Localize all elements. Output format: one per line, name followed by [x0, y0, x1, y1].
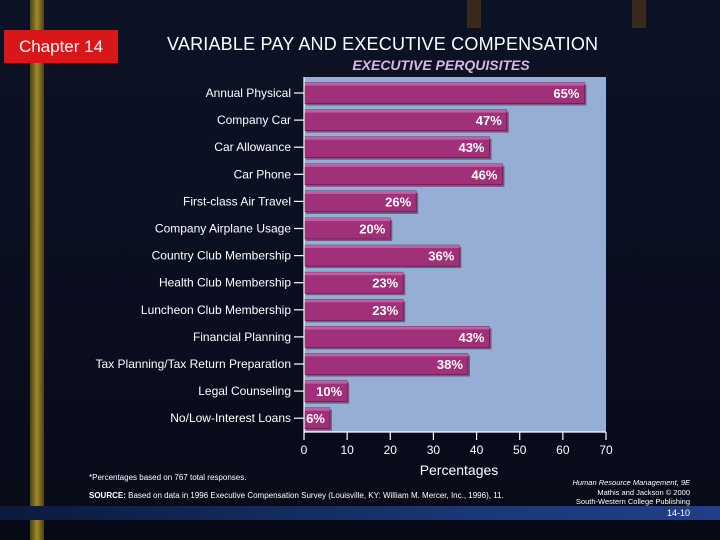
bar-highlight	[304, 326, 490, 330]
bar-highlight	[304, 272, 404, 276]
x-axis-label: Percentages	[420, 462, 499, 478]
x-tick-label: 70	[599, 443, 613, 457]
chart-source: SOURCE: Based on data in 1996 Executive …	[89, 491, 504, 500]
publisher-credit: Human Resource Management, 9E Mathis and…	[470, 478, 690, 507]
bar-highlight	[304, 82, 585, 86]
category-label: Luncheon Club Membership	[141, 303, 291, 317]
decorative-block	[632, 0, 646, 28]
decorative-stripe	[30, 0, 44, 540]
chart-footnote: *Percentages based on 767 total response…	[89, 473, 246, 482]
data-label: 43%	[458, 330, 484, 345]
category-label: First-class Air Travel	[183, 194, 291, 208]
bar-highlight	[304, 299, 404, 303]
x-tick-label: 30	[427, 443, 441, 457]
bar	[303, 82, 585, 104]
bar-highlight	[304, 163, 503, 167]
category-label: Tax Planning/Tax Return Preparation	[96, 357, 291, 371]
category-label: No/Low-Interest Loans	[170, 411, 291, 425]
bar-highlight	[304, 218, 391, 221]
data-label: 43%	[458, 140, 484, 155]
bar-highlight	[304, 190, 417, 194]
data-label: 10%	[316, 384, 342, 399]
credit-authors: Mathis and Jackson © 2000	[597, 487, 690, 497]
chapter-badge: Chapter 14	[4, 30, 118, 63]
data-label: 65%	[553, 86, 579, 101]
chart-title: EXECUTIVE PERQUISITES	[352, 57, 530, 73]
credit-book-title: Human Resource Management, 9E	[572, 478, 690, 487]
bar-highlight	[304, 109, 507, 113]
page-number: 14-10	[666, 508, 690, 518]
category-label: Company Car	[217, 113, 291, 127]
x-tick-label: 10	[340, 443, 354, 457]
category-label: Company Airplane Usage	[155, 222, 291, 236]
category-label: Annual Physical	[206, 86, 291, 100]
x-tick-label: 20	[384, 443, 398, 457]
bar-highlight	[304, 380, 348, 384]
bar-highlight	[304, 353, 468, 357]
bottom-bar	[0, 506, 720, 520]
category-label: Financial Planning	[193, 330, 291, 344]
decorative-block	[467, 0, 481, 28]
x-tick-label: 0	[301, 443, 308, 457]
data-label: 20%	[359, 222, 385, 237]
source-prefix: SOURCE:	[89, 491, 128, 500]
x-tick-label: 50	[513, 443, 527, 457]
data-label: 23%	[372, 276, 398, 291]
category-label: Legal Counseling	[198, 384, 291, 398]
bar-highlight	[304, 245, 460, 249]
data-label: 47%	[476, 113, 502, 128]
data-label: 38%	[437, 357, 463, 372]
data-label: 23%	[372, 303, 398, 318]
category-label: Health Club Membership	[159, 276, 291, 290]
x-tick-label: 40	[470, 443, 484, 457]
category-label: Country Club Membership	[152, 249, 292, 263]
data-label: 46%	[471, 167, 497, 182]
category-label: Car Phone	[234, 167, 292, 181]
data-label: 36%	[428, 249, 454, 264]
bar-highlight	[304, 136, 490, 140]
data-label: 6%	[306, 411, 325, 426]
credit-publisher: South-Western College Publishing	[575, 497, 690, 506]
bar-highlight	[304, 407, 330, 411]
slide-title: VARIABLE PAY AND EXECUTIVE COMPENSATION	[167, 34, 599, 54]
x-tick-label: 60	[556, 443, 570, 457]
source-text: Based on data in 1996 Executive Compensa…	[128, 491, 504, 500]
data-label: 26%	[385, 194, 411, 209]
category-label: Car Allowance	[214, 140, 291, 154]
